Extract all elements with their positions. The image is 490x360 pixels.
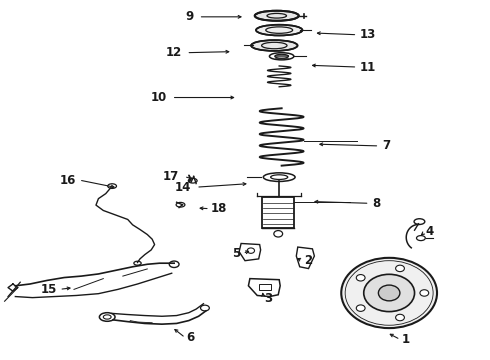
Text: 18: 18: [211, 202, 227, 215]
Circle shape: [356, 275, 365, 281]
Circle shape: [378, 285, 400, 301]
Text: 14: 14: [175, 181, 191, 194]
Text: 3: 3: [265, 292, 272, 305]
Text: 12: 12: [165, 46, 181, 59]
Circle shape: [395, 314, 404, 321]
Circle shape: [420, 290, 429, 296]
Ellipse shape: [255, 11, 299, 21]
Text: 17: 17: [163, 170, 179, 183]
Circle shape: [364, 274, 415, 312]
Text: 15: 15: [41, 283, 57, 296]
Ellipse shape: [256, 25, 302, 36]
Circle shape: [395, 265, 404, 272]
Text: 7: 7: [382, 139, 390, 152]
Text: 11: 11: [360, 60, 376, 73]
Text: 2: 2: [304, 254, 312, 267]
Text: 1: 1: [401, 333, 410, 346]
Text: 6: 6: [186, 331, 195, 344]
Text: 10: 10: [150, 91, 167, 104]
Circle shape: [356, 305, 365, 311]
Text: 13: 13: [360, 28, 376, 41]
Text: 5: 5: [232, 247, 240, 260]
Text: 8: 8: [372, 197, 380, 210]
Text: 16: 16: [60, 174, 76, 186]
Ellipse shape: [251, 40, 297, 51]
Circle shape: [341, 258, 437, 328]
Text: 9: 9: [185, 10, 194, 23]
Text: 4: 4: [426, 225, 434, 238]
